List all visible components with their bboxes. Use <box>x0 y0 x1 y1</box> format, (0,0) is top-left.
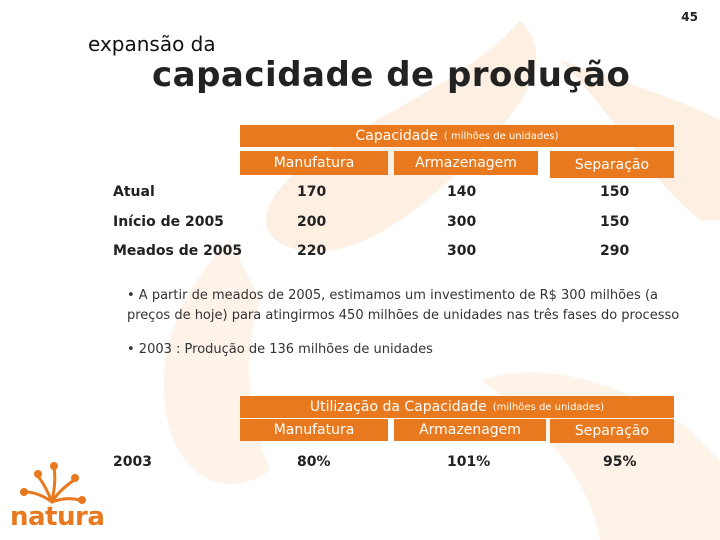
capacity-cell: 220 <box>297 243 327 259</box>
utilization-header-unit: (milhões de unidades) <box>492 401 605 413</box>
utilization-header-bar: Utilização da Capacidade (milhões de uni… <box>240 396 674 418</box>
capacity-cell: 300 <box>447 243 477 259</box>
utilization-cell: 80% <box>297 454 331 470</box>
utilization-cell: 101% <box>447 454 491 470</box>
utilization-col-header-separacao: Separação <box>550 419 674 443</box>
natura-logo: natura <box>8 458 105 534</box>
utilization-cell: 95% <box>603 454 637 470</box>
capacity-col-header-armazenagem: Armazenagem <box>394 151 538 175</box>
capacity-cell: 170 <box>297 184 327 200</box>
capacity-header-title: Capacidade <box>355 128 438 144</box>
page-title: capacidade de produção <box>152 55 631 95</box>
capacity-cell: 150 <box>600 184 630 200</box>
capacity-cell: 150 <box>600 214 630 230</box>
capacity-header-bar: Capacidade ( milhões de unidades) <box>240 125 674 147</box>
bullet-item: • A partir de meados de 2005, estimamos … <box>127 288 680 323</box>
capacity-col-header-manufatura: Manufatura <box>240 151 388 175</box>
capacity-cell: 200 <box>297 214 327 230</box>
page-number: 45 <box>681 10 698 24</box>
bullet-item: • 2003 : Produção de 136 milhões de unid… <box>127 342 433 357</box>
utilization-header-title: Utilização da Capacidade <box>309 399 487 415</box>
capacity-cell: 300 <box>447 214 477 230</box>
title-line-1: expansão da <box>88 32 216 56</box>
bullet-list: • A partir de meados de 2005, estimamos … <box>127 286 692 374</box>
utilization-col-header-armazenagem: Armazenagem <box>394 419 546 441</box>
capacity-row-label: Meados de 2005 <box>113 243 243 259</box>
capacity-cell: 290 <box>600 243 630 259</box>
utilization-col-header-manufatura: Manufatura <box>240 419 388 441</box>
natura-flower-icon <box>20 462 86 504</box>
capacity-row-label: Atual <box>113 184 155 200</box>
utilization-row-label: 2003 <box>113 454 152 470</box>
capacity-col-header-separacao: Separação <box>550 151 674 178</box>
capacity-cell: 140 <box>447 184 477 200</box>
natura-logo-text: natura <box>10 502 105 532</box>
capacity-header-unit: ( milhões de unidades) <box>443 130 559 142</box>
capacity-row-label: Início de 2005 <box>113 214 224 230</box>
